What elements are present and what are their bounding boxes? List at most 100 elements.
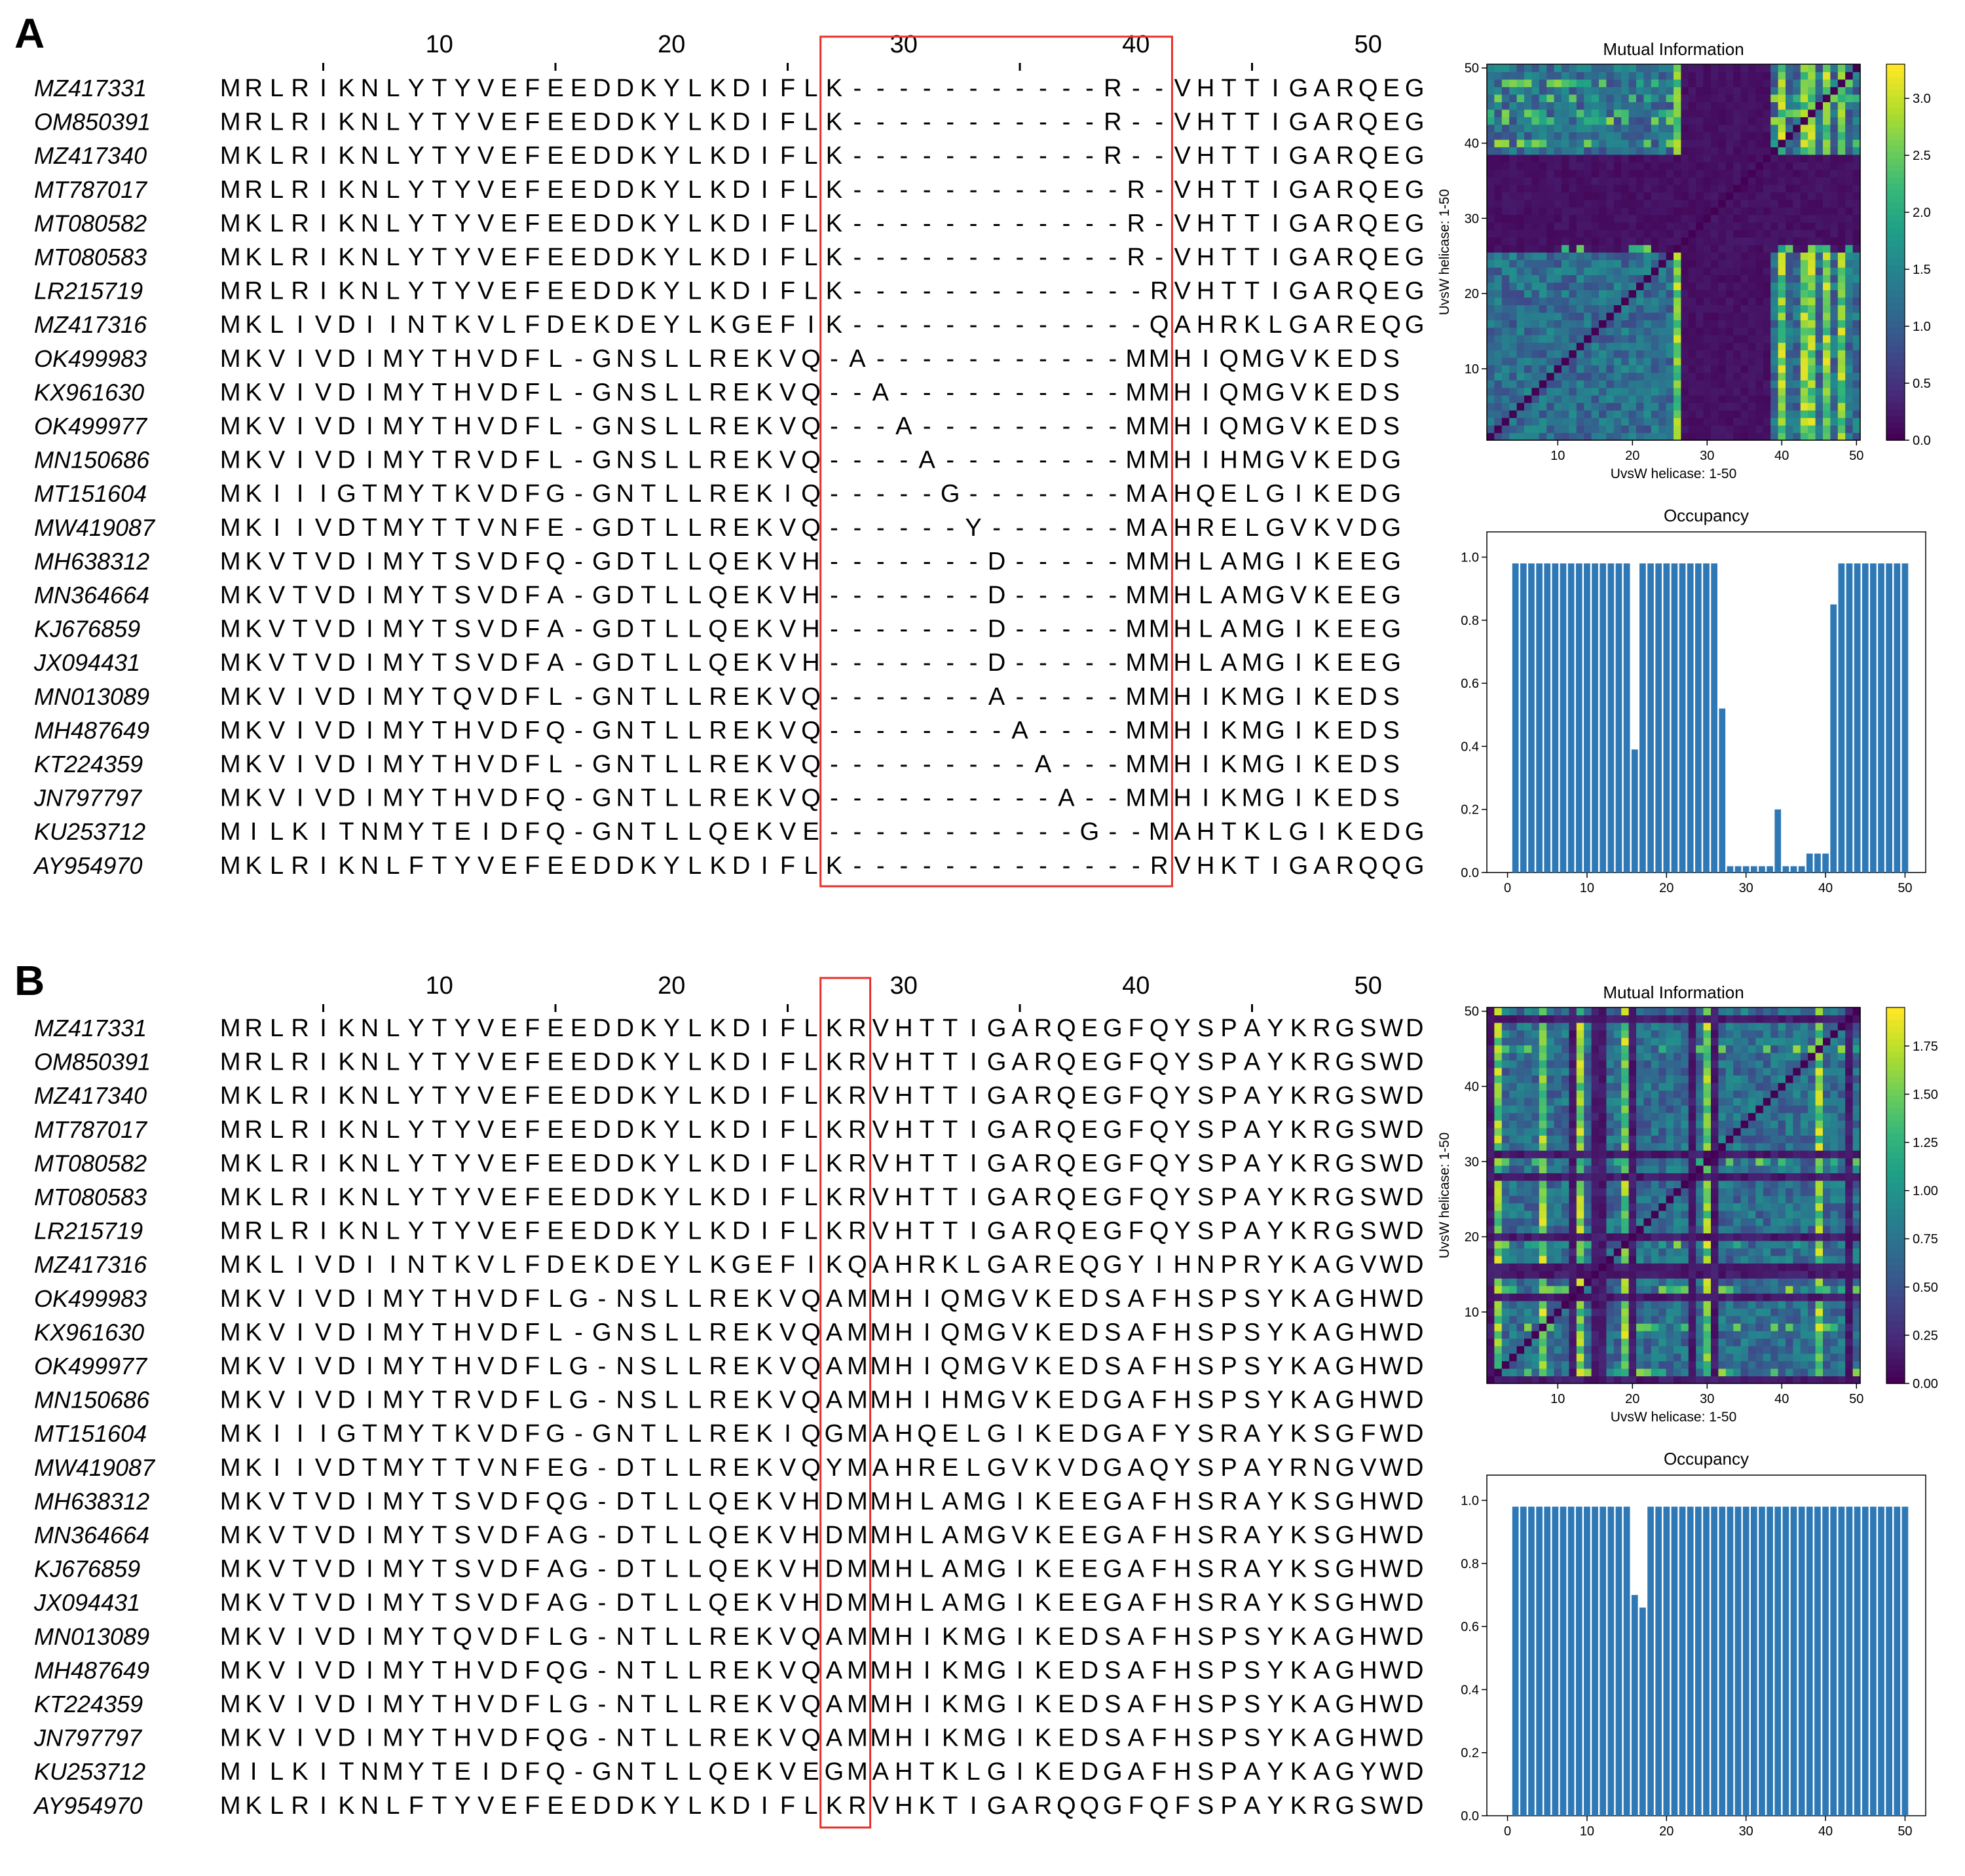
mi-cell — [1591, 365, 1600, 373]
residue: I — [366, 548, 373, 575]
mi-cell — [1808, 259, 1816, 268]
mi-cell — [1837, 342, 1846, 350]
mi-cell — [1606, 305, 1615, 313]
residue: A — [1244, 1184, 1261, 1211]
residue: D — [825, 1556, 843, 1583]
sequence-name: MN013089 — [34, 683, 149, 710]
residue: - — [946, 142, 954, 170]
residue: M — [383, 1285, 403, 1313]
mi-cell — [1524, 380, 1532, 388]
mi-cell — [1681, 237, 1689, 246]
mi-cell — [1599, 147, 1607, 155]
residue: P — [1220, 1691, 1237, 1718]
residue: I — [1202, 683, 1209, 711]
mi-cell — [1539, 244, 1547, 253]
residue: D — [337, 1488, 355, 1515]
mi-cell — [1591, 395, 1600, 403]
mi-cell — [1636, 86, 1644, 95]
mi-cell — [1584, 124, 1592, 132]
mi-cell — [1516, 139, 1525, 147]
residue: - — [1016, 548, 1024, 575]
residue: M — [220, 379, 241, 406]
residue: T — [943, 1150, 958, 1177]
mi-cell — [1658, 297, 1667, 305]
residue: G — [569, 1387, 589, 1414]
residue: D — [732, 109, 750, 136]
mi-cell — [1830, 222, 1839, 231]
residue: K — [942, 1657, 958, 1684]
mi-cell — [1823, 402, 1831, 411]
residue: G — [1265, 447, 1285, 474]
residue: I — [761, 1218, 768, 1245]
mi-cell — [1621, 192, 1630, 200]
mi-cell — [1681, 312, 1689, 320]
residue: - — [1039, 785, 1047, 812]
mi-cell — [1516, 71, 1525, 80]
mi-cell — [1516, 402, 1525, 411]
mi-cell — [1688, 327, 1696, 335]
residue: D — [988, 616, 1005, 643]
mi-cell — [1643, 282, 1652, 290]
residue: F — [780, 1218, 795, 1245]
mi-cell — [1524, 274, 1532, 283]
residue: - — [598, 1353, 607, 1380]
mi-cell — [1576, 417, 1584, 426]
residue: I — [1202, 785, 1209, 812]
mi-cell — [1539, 305, 1547, 313]
residue: - — [969, 548, 978, 575]
mi-cell — [1613, 124, 1622, 132]
mi-cell — [1576, 237, 1584, 246]
residue: L — [1268, 818, 1282, 846]
residue: F — [525, 379, 540, 406]
residue: - — [1039, 210, 1047, 237]
mi-cell — [1770, 342, 1779, 350]
mi-cell — [1599, 71, 1607, 80]
residue: F — [525, 1116, 540, 1144]
mi-cell — [1621, 222, 1630, 231]
residue: F — [525, 1522, 540, 1549]
mi-cell — [1658, 222, 1667, 231]
residue: T — [432, 1691, 447, 1718]
residue: H — [453, 1657, 471, 1684]
residue: Y — [455, 1184, 471, 1211]
mi-cell — [1786, 222, 1793, 231]
mi-cell — [1830, 71, 1839, 80]
mi-cell — [1703, 162, 1712, 170]
residue: K — [756, 1556, 772, 1583]
residue: E — [1081, 1150, 1098, 1177]
residue: A — [1128, 1387, 1145, 1414]
mi-cell — [1725, 327, 1734, 335]
mi-cell — [1539, 372, 1547, 381]
mi-cell — [1501, 417, 1510, 426]
mi-cell — [1501, 139, 1510, 147]
residue: - — [1039, 548, 1047, 575]
mi-cell — [1599, 402, 1607, 411]
residue: - — [876, 548, 885, 575]
mi-cell — [1494, 267, 1503, 276]
mi-cell — [1748, 297, 1756, 305]
residue: H — [802, 582, 819, 609]
mi-cell — [1763, 64, 1771, 73]
residue: A — [1011, 1150, 1028, 1177]
residue: S — [1104, 1623, 1121, 1651]
residue: Q — [1150, 1454, 1169, 1482]
residue: - — [1108, 852, 1117, 880]
residue: M — [1149, 447, 1170, 474]
mi-cell — [1546, 86, 1555, 95]
mi-cell — [1509, 184, 1518, 193]
mi-cell — [1733, 267, 1742, 276]
mi-cell — [1576, 184, 1584, 193]
mi-cell — [1837, 229, 1846, 238]
residue: - — [1108, 278, 1117, 305]
residue: K — [246, 1082, 262, 1110]
mi-cell — [1554, 229, 1562, 238]
mi-cell — [1808, 432, 1816, 441]
mi-cell — [1681, 86, 1689, 95]
mi-cell — [1837, 192, 1846, 200]
residue: - — [992, 311, 1001, 339]
mi-cell — [1688, 312, 1696, 320]
mi-cell — [1501, 267, 1510, 276]
